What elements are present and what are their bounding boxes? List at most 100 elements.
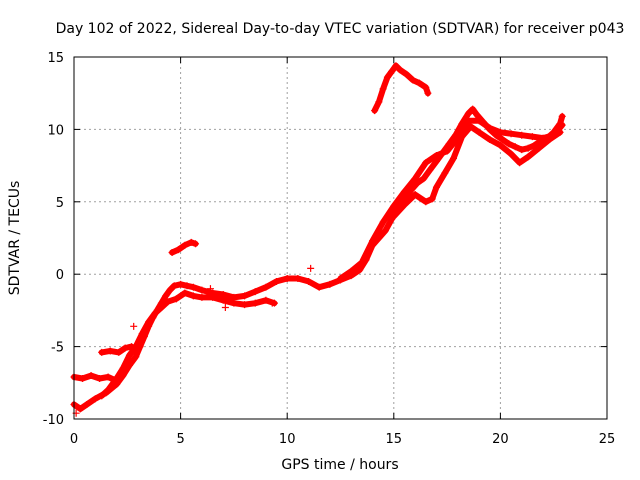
data-point — [531, 141, 539, 149]
data-point — [396, 66, 404, 74]
data-point — [428, 195, 436, 203]
data-point — [539, 134, 547, 142]
data-point — [273, 277, 281, 285]
data-point — [337, 275, 344, 283]
data-point — [145, 318, 153, 326]
data-point — [187, 238, 195, 246]
data-point — [499, 136, 507, 144]
series-segment-midday — [168, 238, 200, 256]
data-point — [545, 136, 553, 144]
data-point — [315, 283, 323, 291]
data-point — [294, 275, 302, 283]
data-point — [415, 79, 423, 87]
data-point — [432, 183, 440, 191]
data-point — [558, 121, 566, 129]
data-point — [168, 248, 176, 256]
series-segment-peak — [371, 62, 432, 115]
data-point — [469, 105, 477, 113]
data-point — [104, 386, 112, 394]
data-point — [358, 259, 366, 267]
data-point — [422, 198, 430, 206]
data-point — [262, 296, 270, 304]
series-mid-band — [390, 123, 564, 220]
data-point — [177, 280, 185, 288]
data-point — [115, 348, 123, 356]
data-point — [432, 151, 440, 159]
data-point — [305, 277, 313, 285]
series-lower-band — [98, 289, 278, 400]
series-line — [98, 290, 278, 399]
data-point — [511, 143, 519, 151]
data-point — [230, 299, 238, 307]
data-point — [96, 374, 104, 382]
data-point — [475, 128, 483, 136]
data-point — [104, 373, 112, 381]
chart-title: Day 102 of 2022, Sidereal Day-to-day VTE… — [56, 21, 625, 37]
data-point — [262, 283, 270, 291]
data-point — [128, 343, 136, 351]
data-point — [420, 175, 428, 183]
data-point — [241, 292, 249, 300]
data-point — [326, 280, 334, 288]
data-point — [379, 85, 387, 93]
data-point — [518, 131, 526, 139]
x-axis-label: GPS time / hours — [281, 457, 398, 473]
series-line — [371, 62, 431, 114]
data-point — [87, 372, 95, 380]
data-point — [219, 296, 227, 304]
y-tick-label: 0 — [56, 268, 64, 283]
data-point — [172, 295, 180, 303]
data-point — [524, 144, 532, 152]
data-point — [556, 128, 564, 136]
data-point — [221, 304, 229, 312]
data-point — [125, 351, 133, 359]
data-point — [119, 364, 127, 372]
data-point — [138, 330, 146, 338]
y-tick-label: 15 — [47, 51, 64, 66]
data-point — [505, 140, 513, 148]
data-point — [390, 202, 398, 210]
data-point — [375, 98, 383, 106]
data-point — [473, 111, 481, 119]
data-point — [98, 348, 106, 356]
data-point — [307, 264, 315, 272]
y-tick-label: -10 — [43, 413, 64, 428]
x-tick-label: 25 — [599, 432, 616, 447]
y-axis-label: SDTVAR / TECUs — [7, 181, 23, 296]
data-point — [164, 298, 172, 306]
data-point — [189, 283, 197, 291]
data-point — [507, 130, 515, 138]
data-point — [198, 286, 206, 294]
data-point — [486, 124, 494, 132]
data-point — [198, 293, 206, 301]
data-point — [283, 275, 291, 283]
data-point — [166, 286, 174, 294]
data-point — [496, 141, 504, 149]
data-point — [132, 353, 140, 361]
data-point — [411, 175, 419, 183]
data-point — [426, 166, 434, 174]
series-upper-band — [337, 117, 566, 283]
y-tick-label: 10 — [47, 123, 64, 138]
data-point — [111, 376, 119, 384]
data-point — [371, 107, 379, 115]
data-point — [162, 292, 170, 300]
series-segment-morning-step — [98, 343, 136, 356]
data-point — [411, 191, 419, 199]
plot-frame — [73, 56, 608, 420]
data-point — [170, 282, 178, 290]
data-point — [443, 147, 451, 155]
x-tick-label: 10 — [279, 432, 296, 447]
data-point — [206, 285, 214, 293]
data-point — [268, 299, 276, 307]
x-tick-label: 5 — [176, 432, 184, 447]
data-point — [189, 292, 197, 300]
grid — [74, 57, 607, 419]
data-point — [422, 83, 430, 91]
data-point — [390, 212, 398, 220]
data-point — [79, 374, 87, 382]
x-tick-label: 0 — [70, 432, 78, 447]
data-point — [151, 309, 159, 317]
